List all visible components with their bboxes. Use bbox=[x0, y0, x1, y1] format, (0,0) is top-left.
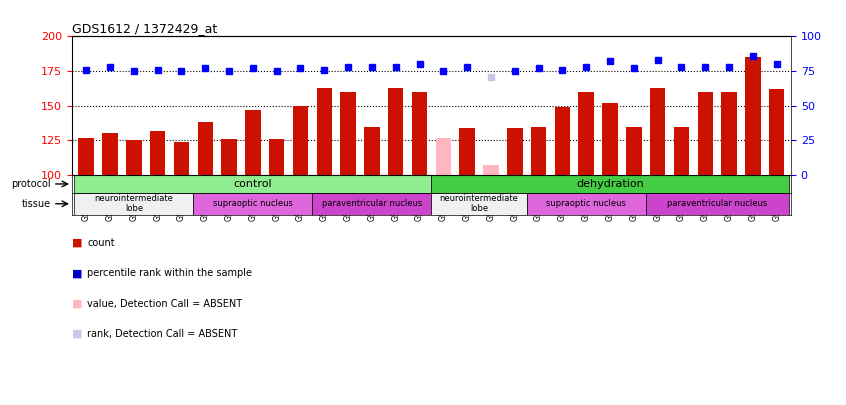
Text: GDS1612 / 1372429_at: GDS1612 / 1372429_at bbox=[72, 22, 217, 35]
Bar bbox=[388, 88, 404, 175]
Bar bbox=[412, 92, 427, 175]
Bar bbox=[74, 193, 194, 215]
Bar bbox=[602, 103, 618, 175]
Bar bbox=[316, 88, 332, 175]
Bar bbox=[436, 138, 451, 175]
Text: value, Detection Call = ABSENT: value, Detection Call = ABSENT bbox=[87, 299, 242, 309]
Text: ■: ■ bbox=[72, 329, 82, 339]
Bar bbox=[173, 142, 190, 175]
Bar bbox=[364, 126, 380, 175]
Text: tissue: tissue bbox=[21, 199, 51, 209]
Text: supraoptic nucleus: supraoptic nucleus bbox=[213, 199, 293, 208]
Bar bbox=[431, 193, 527, 215]
Bar bbox=[650, 88, 666, 175]
Text: rank, Detection Call = ABSENT: rank, Detection Call = ABSENT bbox=[87, 329, 238, 339]
Bar bbox=[645, 193, 788, 215]
Bar bbox=[245, 110, 261, 175]
Bar bbox=[222, 139, 237, 175]
Bar bbox=[312, 193, 431, 215]
Bar bbox=[527, 193, 645, 215]
Bar bbox=[340, 92, 356, 175]
Bar bbox=[74, 175, 431, 193]
Bar bbox=[722, 92, 737, 175]
Bar bbox=[197, 122, 213, 175]
Bar bbox=[269, 139, 284, 175]
Bar bbox=[507, 128, 523, 175]
Text: control: control bbox=[233, 179, 272, 189]
Bar bbox=[745, 57, 761, 175]
Bar bbox=[459, 128, 475, 175]
Bar bbox=[673, 126, 689, 175]
Bar bbox=[769, 89, 784, 175]
Bar bbox=[483, 165, 499, 175]
Text: ■: ■ bbox=[72, 238, 82, 248]
Text: ■: ■ bbox=[72, 299, 82, 309]
Text: neurointermediate
lobe: neurointermediate lobe bbox=[95, 194, 173, 213]
Bar bbox=[431, 175, 788, 193]
Text: protocol: protocol bbox=[11, 179, 51, 189]
Text: dehydration: dehydration bbox=[576, 179, 644, 189]
Bar bbox=[531, 126, 547, 175]
Text: neurointermediate
lobe: neurointermediate lobe bbox=[440, 194, 519, 213]
Bar bbox=[579, 92, 594, 175]
Text: count: count bbox=[87, 238, 115, 248]
Bar bbox=[194, 193, 312, 215]
Bar bbox=[79, 138, 94, 175]
Text: supraoptic nucleus: supraoptic nucleus bbox=[547, 199, 626, 208]
Bar bbox=[698, 92, 713, 175]
Text: percentile rank within the sample: percentile rank within the sample bbox=[87, 269, 252, 278]
Bar bbox=[150, 131, 165, 175]
Bar bbox=[102, 134, 118, 175]
Text: ■: ■ bbox=[72, 269, 82, 278]
Bar bbox=[626, 126, 641, 175]
Bar bbox=[555, 107, 570, 175]
Text: paraventricular nucleus: paraventricular nucleus bbox=[667, 199, 767, 208]
Bar bbox=[293, 106, 308, 175]
Bar bbox=[126, 141, 141, 175]
Text: paraventricular nucleus: paraventricular nucleus bbox=[321, 199, 422, 208]
